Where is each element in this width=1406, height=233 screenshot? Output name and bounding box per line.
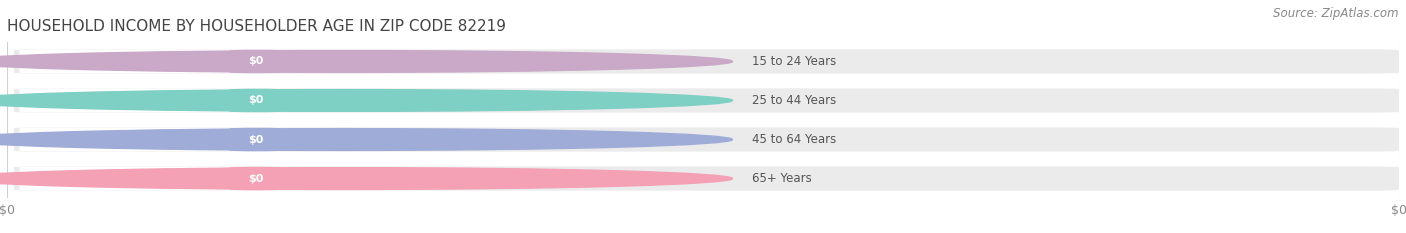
Text: $0: $0 <box>249 174 264 184</box>
Text: Source: ZipAtlas.com: Source: ZipAtlas.com <box>1274 7 1399 20</box>
FancyBboxPatch shape <box>20 49 290 73</box>
Circle shape <box>0 90 733 111</box>
FancyBboxPatch shape <box>20 127 290 151</box>
Text: 65+ Years: 65+ Years <box>752 172 811 185</box>
Text: 45 to 64 Years: 45 to 64 Years <box>752 133 837 146</box>
FancyBboxPatch shape <box>14 49 1399 74</box>
FancyBboxPatch shape <box>14 166 1399 191</box>
FancyBboxPatch shape <box>229 128 283 151</box>
Text: $0: $0 <box>249 134 264 144</box>
FancyBboxPatch shape <box>20 89 290 113</box>
Circle shape <box>0 168 733 189</box>
FancyBboxPatch shape <box>229 50 283 73</box>
Text: 15 to 24 Years: 15 to 24 Years <box>752 55 837 68</box>
Circle shape <box>0 51 733 72</box>
Text: $0: $0 <box>249 56 264 66</box>
FancyBboxPatch shape <box>20 167 290 191</box>
Text: HOUSEHOLD INCOME BY HOUSEHOLDER AGE IN ZIP CODE 82219: HOUSEHOLD INCOME BY HOUSEHOLDER AGE IN Z… <box>7 19 506 34</box>
FancyBboxPatch shape <box>229 167 283 190</box>
Text: 25 to 44 Years: 25 to 44 Years <box>752 94 837 107</box>
FancyBboxPatch shape <box>14 88 1399 113</box>
FancyBboxPatch shape <box>229 89 283 112</box>
FancyBboxPatch shape <box>14 127 1399 152</box>
Circle shape <box>0 129 733 150</box>
Text: $0: $0 <box>249 96 264 106</box>
